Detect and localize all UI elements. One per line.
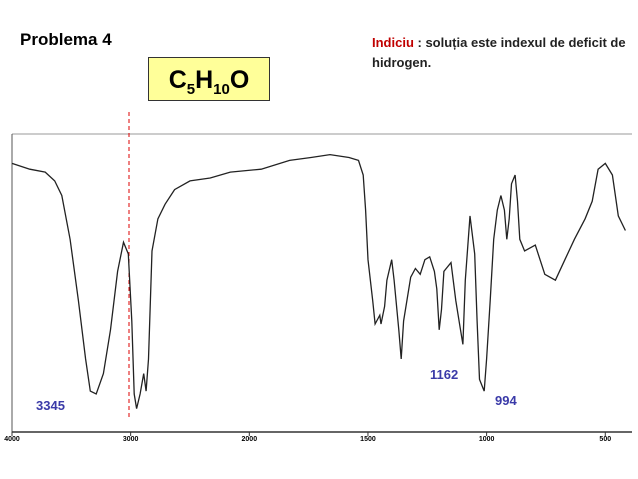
x-tick-label: 4000 (4, 436, 20, 443)
formula-part: C (168, 66, 187, 94)
spectrum-line (11, 153, 626, 409)
formula-part: 5 (186, 81, 196, 98)
x-tick-label: 1500 (360, 436, 376, 443)
x-tick-label: 500 (599, 436, 611, 443)
x-tick-label: 1000 (479, 436, 495, 443)
hint: Indiciu : soluția este indexul de defici… (372, 33, 632, 73)
formula-part: H (195, 66, 214, 94)
hint-text: : soluția este indexul de deficit de hid… (372, 35, 626, 70)
formula-part: 10 (213, 81, 230, 98)
slide-title: Problema 4 (20, 30, 112, 49)
formula-part: O (229, 66, 250, 94)
hint-label: Indiciu (372, 35, 414, 50)
formula-box: C5H10O (148, 57, 270, 101)
annotation: 994 (495, 393, 517, 408)
annotation: 1162 (430, 367, 459, 382)
annotation: 3345 (36, 398, 65, 413)
x-tick-label: 2000 (242, 436, 258, 443)
x-tick-label: 3000 (123, 436, 139, 443)
